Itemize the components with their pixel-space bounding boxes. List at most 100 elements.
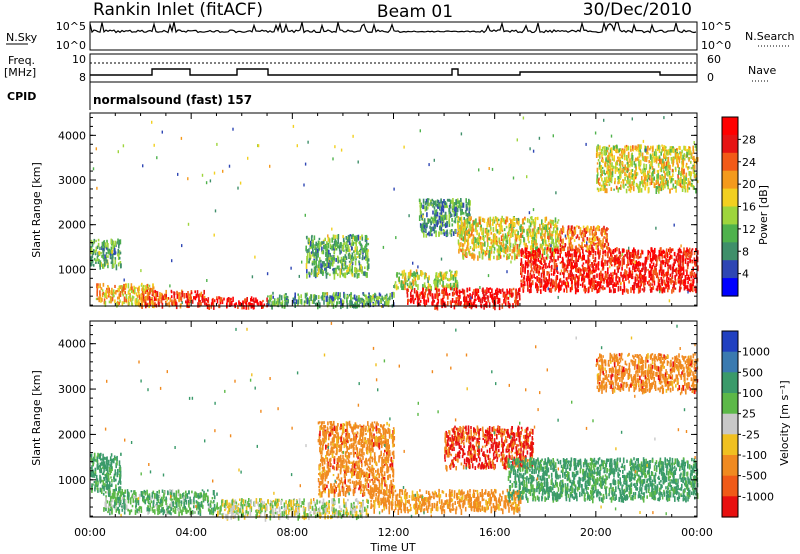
scatter-cell: [677, 179, 680, 186]
scatter-cell: [557, 219, 560, 222]
scatter-cell: [412, 301, 415, 305]
scatter-cell: [351, 268, 353, 272]
scatter-cell: [116, 300, 119, 304]
scatter-cell: [544, 227, 547, 234]
scatter-cell: [163, 295, 166, 300]
scatter-cell: [632, 145, 634, 151]
scatter-cell: [688, 146, 690, 151]
scatter-cell: [417, 299, 419, 303]
scatter-cell: [576, 234, 579, 238]
scatter-cell: [424, 291, 426, 298]
scatter-cell: [633, 249, 635, 253]
scatter-cell: [487, 232, 490, 236]
scatter-cell: [493, 255, 495, 260]
scatter-cell: [614, 269, 616, 275]
scatter-cell: [473, 242, 476, 246]
scatter-cell: [631, 260, 634, 264]
scatter-cell: [373, 296, 376, 302]
scatter-cell: [689, 173, 692, 180]
scatter-cell: [597, 179, 600, 184]
scatter-cell: [542, 265, 545, 269]
scatter-cell: [659, 286, 662, 292]
scatter-cell: [428, 275, 430, 281]
scatter-cell: [325, 245, 327, 252]
scatter-cell: [436, 221, 438, 228]
scatter-cell: [483, 237, 485, 242]
scatter-cell: [502, 233, 504, 237]
scatter-cell: [591, 230, 594, 236]
scatter-cell: [606, 237, 608, 243]
scatter-cell: [667, 262, 669, 267]
scatter-cell: [679, 258, 682, 262]
scatter-cell: [119, 261, 122, 264]
scatter-cell: [368, 298, 370, 305]
scatter-cell: [432, 296, 434, 303]
scatter-cell: [300, 294, 302, 299]
scatter-cell: [413, 276, 415, 279]
scatter-cell: [188, 295, 190, 300]
scatter-cell: [674, 287, 677, 290]
scatter-cell: [635, 147, 638, 152]
scatter-cell: [118, 256, 121, 260]
freq-tick-top: 10: [72, 53, 86, 66]
scatter-cell: [579, 251, 581, 258]
scatter-cell: [445, 214, 448, 221]
scatter-cell: [331, 261, 334, 267]
scatter-cell: [600, 270, 602, 276]
scatter-cell: [577, 277, 579, 283]
scatter-cell: [515, 255, 518, 260]
scatter-cell: [431, 198, 434, 202]
scatter-cell: [530, 253, 532, 257]
scatter-cell: [505, 243, 507, 249]
scatter-cell: [432, 217, 434, 224]
scatter-cell: [511, 227, 513, 234]
scatter-cell: [523, 275, 526, 280]
scatter-cell: [397, 286, 399, 290]
scatter-cell: [105, 254, 107, 258]
scatter-cell: [111, 291, 113, 296]
scatter-cell: [638, 286, 641, 290]
scatter-cell: [619, 148, 622, 152]
scatter-cell: [539, 283, 542, 287]
scatter-cell: [140, 284, 143, 287]
scatter-cell: [587, 258, 590, 264]
scatter-cell: [108, 295, 110, 298]
scatter-cell: [626, 251, 628, 258]
scatter-cell: [441, 290, 443, 294]
scatter-cell: [516, 294, 518, 299]
scatter-cell: [459, 248, 462, 251]
scatter-cell: [333, 260, 335, 264]
scatter-cell: [491, 294, 494, 297]
scatter-cell: [677, 174, 679, 179]
scatter-cell: [170, 289, 173, 293]
scatter-cell: [510, 288, 513, 294]
scatter-cell: [152, 283, 154, 287]
scatter-cell: [527, 263, 530, 267]
scatter-cell: [468, 298, 471, 302]
scatter-cell: [503, 293, 505, 298]
scatter-cell: [475, 218, 477, 224]
scatter-cell: [427, 200, 429, 206]
scatter-cell: [524, 260, 527, 267]
scatter-cell: [527, 228, 530, 231]
scatter-cell: [338, 245, 341, 252]
scatter-cell: [634, 251, 637, 256]
scatter-cell: [662, 288, 665, 291]
scatter-cell: [605, 179, 607, 185]
scatter-cell: [96, 297, 99, 301]
scatter-cell: [696, 157, 699, 162]
scatter-cell: [581, 241, 583, 247]
scatter-cell: [624, 172, 626, 176]
scatter-cell: [508, 230, 510, 235]
scatter-cell: [514, 254, 517, 259]
scatter-cell: [422, 213, 424, 216]
scatter-cell: [488, 249, 491, 256]
scatter-cell: [583, 275, 586, 279]
scatter-cell: [493, 299, 495, 305]
scatter-cell: [422, 222, 424, 229]
scatter-cell: [256, 299, 259, 305]
scatter-cell: [662, 260, 664, 265]
scatter-cell: [154, 291, 157, 296]
scatter-cell: [683, 145, 685, 151]
scatter-cell: [95, 246, 98, 252]
